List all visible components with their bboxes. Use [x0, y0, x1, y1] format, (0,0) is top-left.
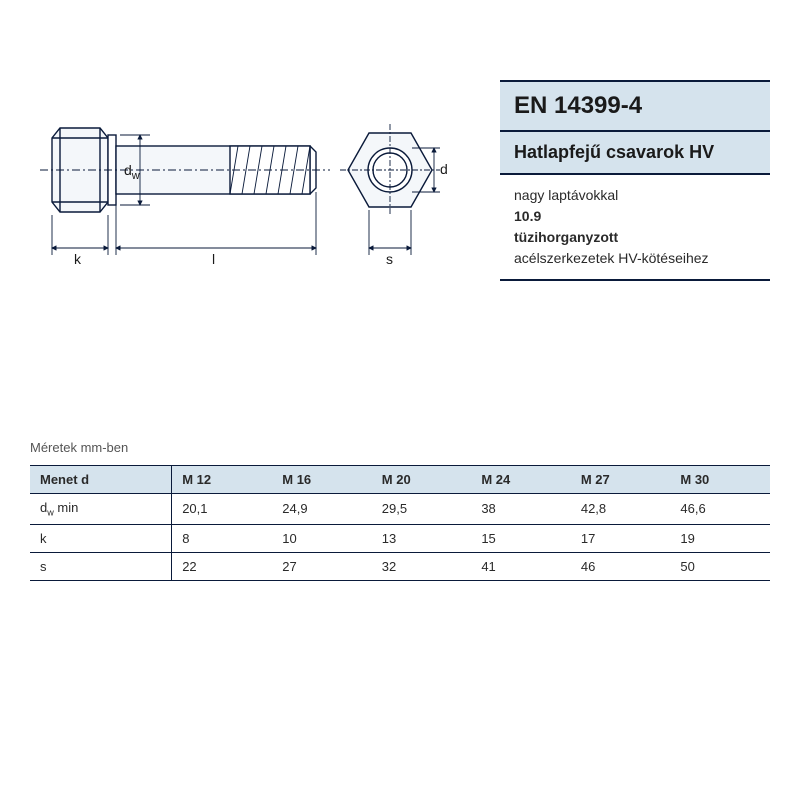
- dim-d-label: d: [440, 161, 448, 177]
- dimensions-table: Menet d M 12 M 16 M 20 M 24 M 27 M 30 dw…: [30, 465, 770, 581]
- table-row: s 22 27 32 41 46 50: [30, 552, 770, 580]
- cell: 8: [172, 524, 273, 552]
- cell: 20,1: [172, 494, 273, 525]
- dim-dw-sub: w: [131, 170, 140, 182]
- dim-k-label: k: [74, 251, 82, 267]
- cell: 46: [571, 552, 671, 580]
- col-header: M 12: [172, 466, 273, 494]
- bolt-diagram-area: dw k l: [30, 80, 500, 340]
- cell: 50: [670, 552, 770, 580]
- table-caption: Méretek mm-ben: [30, 440, 770, 455]
- cell: 24,9: [272, 494, 372, 525]
- product-title: Hatlapfejű csavarok HV: [514, 142, 756, 163]
- cell: 19: [670, 524, 770, 552]
- cell: 27: [272, 552, 372, 580]
- details-row: nagy laptávokkal 10.9 tüzihorganyzott ac…: [500, 173, 770, 281]
- cell: 42,8: [571, 494, 671, 525]
- col-header: M 30: [670, 466, 770, 494]
- cell: 29,5: [372, 494, 472, 525]
- row-label-dw: dw min: [30, 494, 172, 525]
- col-header: M 16: [272, 466, 372, 494]
- detail-line-3: tüzihorganyzott: [514, 227, 756, 248]
- dimensions-table-region: Méretek mm-ben Menet d M 12 M 16 M 20 M …: [30, 440, 770, 581]
- cell: 15: [471, 524, 571, 552]
- dim-l-label: l: [212, 251, 215, 267]
- cell: 46,6: [670, 494, 770, 525]
- col-header: M 24: [471, 466, 571, 494]
- cell: 10: [272, 524, 372, 552]
- col-header: M 27: [571, 466, 671, 494]
- standard-code: EN 14399-4: [514, 92, 756, 120]
- table-row: k 8 10 13 15 17 19: [30, 524, 770, 552]
- col-header: M 20: [372, 466, 472, 494]
- cell: 13: [372, 524, 472, 552]
- table-header-row: Menet d M 12 M 16 M 20 M 24 M 27 M 30: [30, 466, 770, 494]
- detail-line-1: nagy laptávokkal: [514, 185, 756, 206]
- table-body: dw min 20,1 24,9 29,5 38 42,8 46,6 k 8 1…: [30, 494, 770, 581]
- dim-dw-label: d: [124, 162, 132, 178]
- table-row: dw min 20,1 24,9 29,5 38 42,8 46,6: [30, 494, 770, 525]
- cell: 41: [471, 552, 571, 580]
- title-row: Hatlapfejű csavarok HV: [500, 130, 770, 173]
- header-label: Menet d: [30, 466, 172, 494]
- cell: 17: [571, 524, 671, 552]
- cell: 22: [172, 552, 273, 580]
- info-panel: EN 14399-4 Hatlapfejű csavarok HV nagy l…: [500, 80, 770, 340]
- dim-s-label: s: [386, 251, 393, 267]
- row-label-s: s: [30, 552, 172, 580]
- cell: 38: [471, 494, 571, 525]
- cell: 32: [372, 552, 472, 580]
- detail-line-2: 10.9: [514, 206, 756, 227]
- standard-row: EN 14399-4: [500, 80, 770, 130]
- detail-line-4: acélszerkezetek HV-kötéseihez: [514, 248, 756, 269]
- bolt-technical-drawing: dw k l: [30, 80, 490, 310]
- row-label-k: k: [30, 524, 172, 552]
